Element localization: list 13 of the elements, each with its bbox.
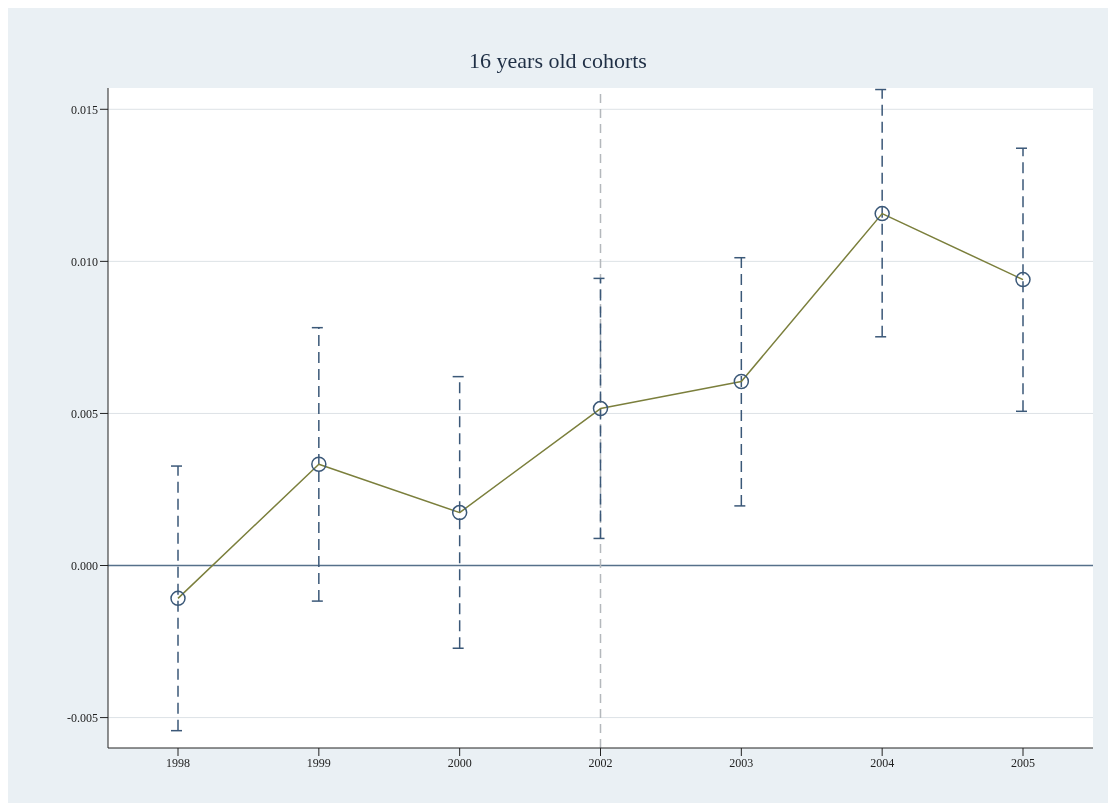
y-tick-label: 0.000 bbox=[71, 558, 98, 573]
x-tick-label: 1999 bbox=[306, 755, 331, 770]
y-tick-label: 0.010 bbox=[71, 254, 98, 269]
x-tick-label: 1998 bbox=[166, 755, 190, 770]
x-tick-label: 2003 bbox=[729, 755, 754, 770]
y-tick-label: 0.005 bbox=[71, 406, 98, 421]
x-tick-label: 2000 bbox=[447, 755, 472, 770]
x-tick-label: 2005 bbox=[1011, 755, 1035, 770]
x-tick-label: 2004 bbox=[870, 755, 895, 770]
x-tick-label: 2002 bbox=[588, 755, 613, 770]
chart-title: 16 years old cohorts bbox=[468, 48, 648, 74]
y-tick-label: -0.005 bbox=[67, 710, 98, 725]
y-tick-label: 0.015 bbox=[71, 102, 98, 117]
